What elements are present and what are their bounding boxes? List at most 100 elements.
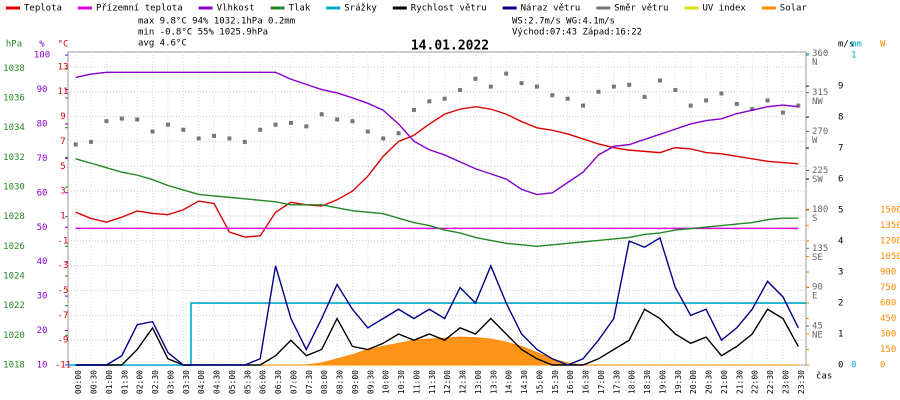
y-tick-label: 150	[880, 345, 896, 355]
y-tick-label: 750	[880, 283, 896, 293]
x-tick-label: 15:00	[535, 370, 544, 394]
direction-dot	[488, 84, 493, 89]
x-tick-label: 16:00	[566, 370, 575, 394]
direction-dot	[627, 82, 632, 87]
y-tick-label: -11	[55, 361, 71, 371]
x-tick-label: 16:30	[582, 370, 591, 394]
x-tick-label: 13:30	[489, 370, 498, 394]
direction-dot	[550, 93, 555, 98]
direction-dot	[611, 84, 616, 89]
x-tick-label: 03:00	[166, 370, 175, 394]
direction-dot	[212, 133, 217, 138]
y-tick-label: 13	[58, 62, 69, 72]
x-tick-label: 14:30	[520, 370, 529, 394]
y-tick-label: 2	[838, 299, 843, 309]
y-tick-label: 600	[880, 299, 896, 309]
y-tick-label: 1028	[3, 212, 25, 222]
direction-dot	[119, 116, 124, 121]
y-tick-label: 1020	[3, 331, 25, 341]
legend-label: Rychlost větru	[411, 4, 487, 14]
direction-dot	[150, 129, 155, 134]
x-tick-label: 09:00	[351, 370, 360, 394]
x-tick-label: 00:00	[74, 370, 83, 394]
y-tick-label: 3	[838, 268, 843, 278]
direction-dot	[473, 76, 478, 81]
x-tick-label: 17:00	[597, 370, 606, 394]
y-tick-label: 1500	[880, 206, 900, 216]
y-tick-label: 135	[812, 244, 828, 254]
direction-dot	[242, 139, 247, 144]
direction-dot	[227, 136, 232, 141]
x-tick-label: 06:30	[274, 370, 283, 394]
y-tick-label: 0	[838, 361, 843, 371]
direction-dot	[504, 71, 509, 76]
x-tick-label: 18:30	[643, 370, 652, 394]
direction-dot	[335, 117, 340, 122]
x-tick-label: 02:00	[136, 370, 145, 394]
y-tick-label: 360	[812, 49, 828, 59]
x-tick-label: 11:00	[412, 370, 421, 394]
legend-label: Náraz větru	[521, 4, 581, 14]
y-tick-name: SE	[812, 253, 823, 263]
legend-label: Teplota	[24, 4, 62, 14]
y-tick-label: 1022	[3, 301, 25, 311]
y-tick-label: 7	[838, 144, 843, 154]
x-tick-label: 19:30	[674, 370, 683, 394]
y-tick-label: 6	[838, 175, 843, 185]
x-tick-label: 02:30	[151, 370, 160, 394]
x-tick-label: 11:30	[428, 370, 437, 394]
x-tick-label: 08:00	[320, 370, 329, 394]
direction-dot	[288, 120, 293, 125]
y-tick-label: 450	[880, 314, 896, 324]
direction-dot	[734, 101, 739, 106]
direction-dot	[565, 96, 570, 101]
stats-min: min -0.8°C 55% 1025.9hPa	[138, 28, 268, 38]
direction-dot	[73, 142, 78, 147]
x-tick-label: 15:30	[551, 370, 560, 394]
direction-dot	[365, 129, 370, 134]
series-step	[68, 302, 806, 366]
y-tick-label: 1	[851, 51, 856, 61]
y-tick-label: 70	[37, 154, 48, 164]
y-tick-label: 40	[37, 257, 48, 267]
x-tick-label: 08:30	[336, 370, 345, 394]
legend-label: Vlhkost	[217, 4, 255, 14]
direction-dot	[719, 91, 724, 96]
x-tick-label: 09:30	[366, 370, 375, 394]
legend-label: Tlak	[289, 4, 311, 14]
legend-label: Srážky	[344, 4, 377, 14]
direction-dot	[411, 107, 416, 112]
y-tick-name: NE	[812, 331, 823, 341]
x-tick-label: 20:30	[705, 370, 714, 394]
direction-dot	[165, 122, 170, 127]
direction-dot	[196, 136, 201, 141]
y-tick-label: 225	[812, 166, 828, 176]
y-tick-label: 90	[37, 85, 48, 95]
y-tick-label: 315	[812, 88, 828, 98]
x-tick-label: 12:00	[443, 370, 452, 394]
direction-dot	[396, 131, 401, 136]
axis-unit: °C	[58, 40, 69, 50]
y-tick-label: -7	[58, 311, 69, 321]
direction-dot	[381, 136, 386, 141]
y-tick-label: 1026	[3, 242, 25, 252]
y-tick-label: 1	[838, 330, 843, 340]
y-tick-label: 1036	[3, 93, 25, 103]
y-tick-label: 3	[60, 187, 65, 197]
x-tick-label: 04:30	[213, 370, 222, 394]
y-tick-label: 50	[37, 223, 48, 233]
x-tick-label: 17:30	[612, 370, 621, 394]
x-tick-label: 05:00	[228, 370, 237, 394]
direction-dot	[765, 98, 770, 103]
direction-dot	[181, 127, 186, 132]
y-tick-name: S	[812, 214, 817, 224]
axis-unit: W	[880, 40, 886, 50]
y-tick-label: 4	[838, 237, 843, 247]
y-tick-label: 1030	[3, 182, 25, 192]
x-tick-label: 01:00	[105, 370, 114, 394]
y-tick-label: 5	[838, 206, 843, 216]
y-tick-name: E	[812, 292, 817, 302]
chart-title: 14.01.2022	[411, 39, 489, 54]
y-tick-label: 270	[812, 127, 828, 137]
